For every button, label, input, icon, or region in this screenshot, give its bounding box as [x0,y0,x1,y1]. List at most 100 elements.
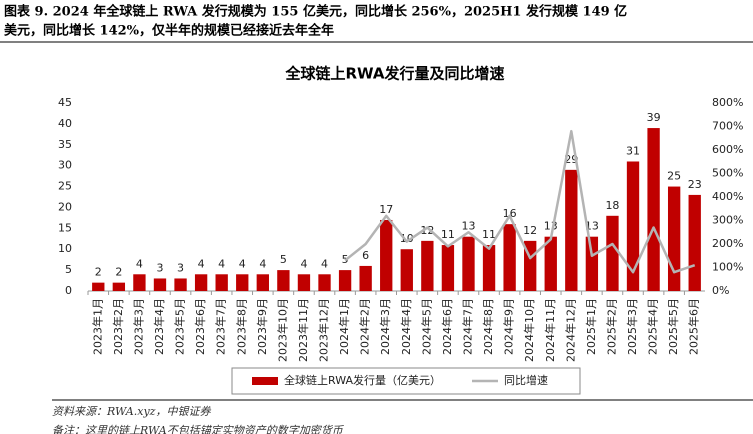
x-tick-label: 2024年10月 [522,298,536,362]
legend-label: 同比增速 [504,373,548,387]
x-tick-label: 2023年6月 [193,298,207,355]
data-label: 5 [280,253,287,266]
x-tick-label: 2025年5月 [666,298,680,355]
line [344,129,696,274]
legend-label: 全球链上RWA发行量（亿美元） [284,373,441,387]
data-label: 25 [667,170,681,183]
data-label: 4 [321,257,328,270]
x-tick-label: 2023年5月 [173,298,187,355]
x-tick-label: 2025年2月 [604,298,618,355]
bar [215,274,228,291]
x-tick-label: 2024年2月 [358,298,372,355]
bar [297,274,311,291]
data-label: 12 [420,224,434,237]
y2-tick-label: 100% [712,261,743,274]
x-tick-label: 2024年4月 [399,298,413,355]
data-label: 6 [362,249,369,262]
x-tick-label: 2024年12月 [563,298,577,362]
data-label: 11 [482,228,496,241]
caption: 美元，同比增长 142%，仅半年的规模已经接近去年全年 [4,23,334,39]
x-tick-label: 2024年6月 [440,298,454,355]
data-label: 4 [218,257,225,270]
bar [133,274,146,291]
data-label: 17 [379,203,393,216]
bar [194,274,208,291]
bar [112,282,126,291]
caption: 图表 9. 2024 年全球链上 RWA 发行规模为 155 亿美元，同比增长 … [4,4,627,20]
data-label: 18 [605,199,619,212]
y-tick-label: 5 [65,263,72,276]
data-label: 13 [461,220,475,233]
x-tick-label: 2025年1月 [584,298,598,355]
y2-tick-label: 500% [712,167,743,180]
bar [441,245,455,291]
y2-tick-label: 200% [712,237,743,250]
data-label: 12 [523,224,537,237]
bar [482,245,496,291]
bar [421,240,434,291]
x-tick-label: 2023年7月 [214,298,228,355]
x-tick-label: 2024年9月 [502,298,516,355]
x-tick-label: 2023年12月 [317,298,331,362]
x-tick-label: 2024年3月 [378,298,392,355]
bar [462,236,475,291]
bar [400,249,413,291]
data-label: 39 [647,111,661,124]
data-label: 2 [95,266,102,279]
x-tick-label: 2023年9月 [255,298,269,355]
bar [380,219,393,291]
x-tick-label: 2024年11月 [543,298,557,362]
data-label: 4 [136,257,143,270]
x-tick-label: 2023年10月 [275,298,289,362]
data-label: 4 [239,257,246,270]
bar [503,224,516,291]
bar [585,236,599,291]
note: 备注：这里的链上RWA不包括锚定实物资产的数字加密货币 [52,424,345,434]
bar [688,194,701,291]
y-tick-label: 40 [58,117,72,130]
y2-tick-label: 800% [712,96,743,109]
y-tick-label: 0 [65,284,72,297]
y2-tick-label: 600% [712,143,743,156]
data-label: 3 [156,261,163,274]
x-tick-label: 2024年7月 [460,298,474,355]
data-label: 16 [503,207,517,220]
y-tick-label: 10 [58,242,72,255]
bar [318,274,331,291]
source: 资料来源：RWA.xyz，中银证券 [52,405,211,418]
x-tick-label: 2024年1月 [337,298,351,355]
y-tick-label: 45 [58,96,72,109]
x-tick-label: 2023年3月 [131,298,145,355]
bar [565,169,578,291]
bar [606,215,619,291]
data-label: 31 [626,144,640,157]
data-label: 4 [198,257,205,270]
bar [236,274,249,291]
y2-tick-label: 700% [712,120,743,133]
bar [647,128,660,291]
data-label: 11 [441,228,455,241]
bar [544,236,557,291]
bar [153,278,167,291]
x-tick-label: 2024年5月 [419,298,433,355]
data-label: 3 [177,261,184,274]
x-tick-label: 2023年11月 [296,298,310,362]
y-tick-label: 35 [58,138,72,151]
bar [277,270,290,291]
bar [359,265,372,291]
x-tick-label: 2025年4月 [646,298,660,355]
y-tick-label: 15 [58,221,72,234]
y-tick-label: 20 [58,200,72,213]
x-tick-label: 2023年4月 [152,298,166,355]
chart-title: 全球链上RWA发行量及同比增速 [284,65,504,83]
x-tick-label: 2024年8月 [481,298,495,355]
bar [626,161,640,291]
bar [667,186,681,291]
x-tick-label: 2023年2月 [111,298,125,355]
y2-tick-label: 400% [712,190,743,203]
x-tick-label: 2023年1月 [90,298,104,355]
y2-tick-label: 300% [712,214,743,227]
y-tick-label: 30 [58,159,72,172]
bar [256,274,269,291]
